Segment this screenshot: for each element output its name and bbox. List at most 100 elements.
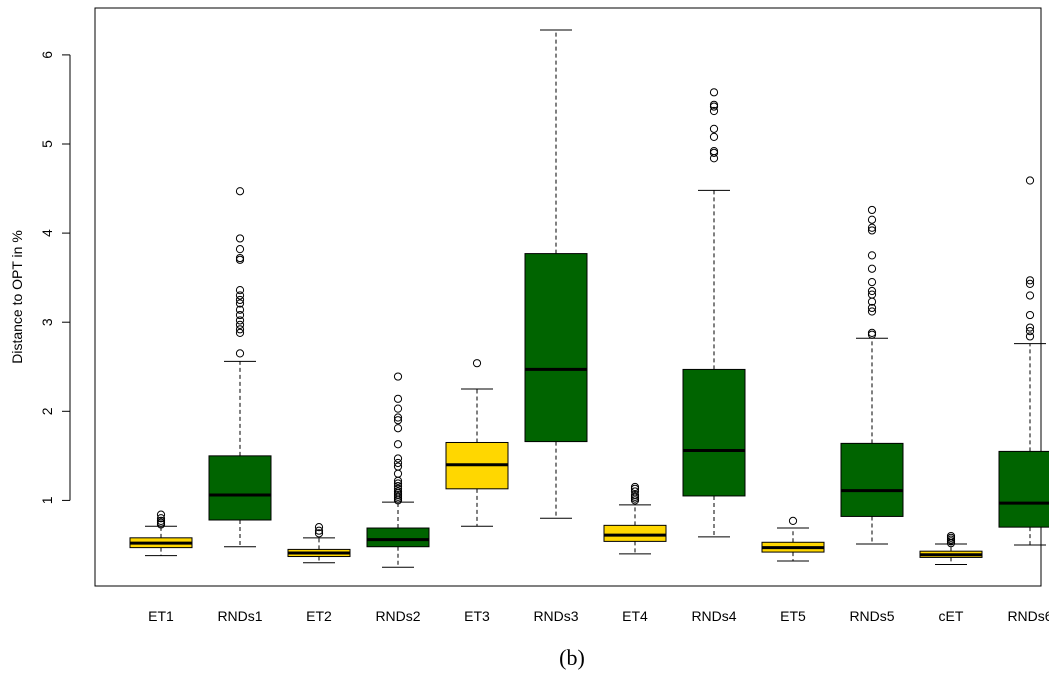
outlier-point <box>867 264 877 273</box>
outlier-point <box>867 205 877 215</box>
iqr-box <box>524 253 588 443</box>
outlier-point <box>630 487 640 496</box>
outlier-point <box>867 303 877 313</box>
box-RNDs1 <box>208 187 272 548</box>
outlier-point <box>156 514 166 523</box>
outlier-point <box>1025 332 1035 341</box>
x-tick-label-RNDs4: RNDs4 <box>691 608 736 624</box>
outlier-point <box>393 479 403 488</box>
outlier-point <box>709 132 719 141</box>
y-axis: 1 2 3 4 5 6 <box>39 51 71 504</box>
boxes <box>129 29 1049 568</box>
outlier-point <box>472 359 482 368</box>
outlier-point <box>867 328 877 337</box>
outlier-point <box>393 469 403 478</box>
outlier-point <box>867 215 877 224</box>
outlier-point <box>235 255 245 264</box>
outlier-point <box>393 482 403 491</box>
outlier-point <box>393 424 403 433</box>
outlier-point <box>235 299 245 308</box>
outlier-point <box>867 330 877 339</box>
outlier-point <box>709 100 719 109</box>
x-tick-label-ET2: ET2 <box>306 608 332 624</box>
outlier-point <box>393 458 403 468</box>
outlier-point <box>867 226 877 235</box>
outlier-point <box>235 286 245 295</box>
outlier-point <box>235 328 245 337</box>
iqr-box <box>603 524 667 542</box>
box-RNDs3 <box>524 29 588 519</box>
outlier-point <box>867 223 877 232</box>
outlier-point <box>867 251 877 260</box>
box-RNDs4 <box>682 88 746 538</box>
y-tick-label: 4 <box>39 229 55 237</box>
outlier-point <box>156 510 166 519</box>
outlier-point <box>1025 327 1035 336</box>
iqr-box <box>840 442 904 517</box>
outlier-point <box>867 286 877 296</box>
x-tick-label-ET3: ET3 <box>464 608 490 624</box>
outlier-point <box>235 187 245 196</box>
outlier-point <box>235 234 245 243</box>
figure-caption: (b) <box>559 645 585 670</box>
outlier-point <box>393 404 403 413</box>
outlier-point <box>393 372 403 381</box>
outlier-point <box>393 487 403 496</box>
x-tick-label-ET4: ET4 <box>622 608 648 624</box>
outlier-point <box>235 316 245 325</box>
x-tick-label-RNDs5: RNDs5 <box>849 608 894 624</box>
plot-frame <box>94 7 1042 587</box>
y-tick-label: 6 <box>39 51 55 59</box>
y-tick-label: 3 <box>39 318 55 326</box>
outlier-point <box>709 147 719 156</box>
outlier-point <box>709 124 719 133</box>
outlier-point <box>235 295 245 305</box>
outlier-point <box>1025 310 1035 320</box>
box-ET4 <box>603 482 667 555</box>
iqr-box <box>998 450 1049 528</box>
outlier-point <box>867 290 877 299</box>
x-tick-label-RNDs1: RNDs1 <box>217 608 262 624</box>
outlier-point <box>709 148 719 158</box>
outlier-point <box>1025 291 1035 300</box>
iqr-box <box>208 455 272 521</box>
outlier-point <box>235 320 245 329</box>
x-tick-label-ET5: ET5 <box>780 608 806 624</box>
box-ET3 <box>445 359 509 527</box>
outlier-point <box>393 394 403 403</box>
box-cET <box>919 531 983 566</box>
box-RNDs6 <box>998 176 1049 546</box>
outlier-point <box>393 413 403 422</box>
outlier-point <box>1025 276 1035 285</box>
outlier-point <box>1025 279 1035 288</box>
outlier-point <box>393 416 403 425</box>
outlier-point <box>393 484 403 493</box>
box-RNDs5 <box>840 205 904 545</box>
outlier-point <box>946 531 956 541</box>
outlier-point <box>235 305 245 314</box>
box-ET2 <box>287 523 351 564</box>
x-axis-labels: ET1 RNDs1 ET2 RNDs2 ET3 RNDs3 ET4 RNDs4 ET5 RNDs5… <box>148 608 1049 624</box>
outlier-point <box>314 526 324 535</box>
x-tick-label-ET1: ET1 <box>148 608 174 624</box>
box-ET1 <box>129 510 193 557</box>
outlier-point <box>235 253 245 263</box>
outlier-point <box>235 349 245 358</box>
outlier-point <box>393 440 403 449</box>
x-tick-label-RNDs2: RNDs2 <box>375 608 420 624</box>
outlier-point <box>1025 323 1035 332</box>
outlier-point <box>314 523 324 532</box>
outlier-point <box>788 516 798 525</box>
outlier-point <box>393 454 403 463</box>
outlier-point <box>630 482 640 492</box>
x-tick-label-RNDs6: RNDs6 <box>1007 608 1049 624</box>
outlier-point <box>630 490 640 500</box>
x-tick-label-RNDs3: RNDs3 <box>533 608 578 624</box>
iqr-box <box>682 368 746 497</box>
box-ET5 <box>761 516 825 562</box>
outlier-point <box>235 325 245 334</box>
y-tick-label: 5 <box>39 140 55 148</box>
outlier-point <box>709 106 719 116</box>
outlier-point <box>235 245 245 254</box>
